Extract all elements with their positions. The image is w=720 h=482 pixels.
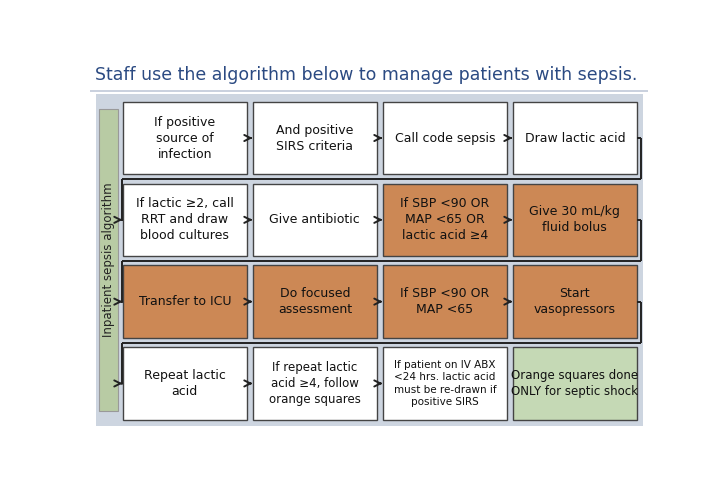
Text: If SBP <90 OR
MAP <65 OR
lactic acid ≥4: If SBP <90 OR MAP <65 OR lactic acid ≥4: [400, 197, 490, 242]
Bar: [122, 102, 247, 174]
Text: If repeat lactic
acid ≥4, follow
orange squares: If repeat lactic acid ≥4, follow orange …: [269, 361, 361, 406]
Text: If SBP <90 OR
MAP <65: If SBP <90 OR MAP <65: [400, 287, 490, 316]
Bar: [513, 347, 637, 420]
Text: Inpatient sepsis algorithm: Inpatient sepsis algorithm: [102, 183, 115, 337]
Bar: [513, 102, 637, 174]
Text: If lactic ≥2, call
RRT and draw
blood cultures: If lactic ≥2, call RRT and draw blood cu…: [136, 197, 234, 242]
Bar: [513, 266, 637, 338]
Text: Give antibiotic: Give antibiotic: [269, 214, 360, 227]
Bar: [122, 347, 247, 420]
Bar: [382, 102, 507, 174]
Text: Draw lactic acid: Draw lactic acid: [525, 132, 625, 145]
Text: Orange squares done
ONLY for septic shock: Orange squares done ONLY for septic shoc…: [511, 369, 639, 398]
Text: Repeat lactic
acid: Repeat lactic acid: [144, 369, 226, 398]
Bar: [122, 184, 247, 256]
Bar: [382, 184, 507, 256]
Bar: [96, 94, 644, 426]
Text: Do focused
assessment: Do focused assessment: [278, 287, 352, 316]
Bar: [253, 184, 377, 256]
Text: Give 30 mL/kg
fluid bolus: Give 30 mL/kg fluid bolus: [529, 205, 621, 234]
Text: If patient on IV ABX
<24 hrs. lactic acid
must be re-drawn if
positive SIRS: If patient on IV ABX <24 hrs. lactic aci…: [394, 360, 496, 407]
Bar: [253, 266, 377, 338]
Text: Start
vasopressors: Start vasopressors: [534, 287, 616, 316]
Bar: [382, 266, 507, 338]
Text: Call code sepsis: Call code sepsis: [395, 132, 495, 145]
Bar: [99, 109, 118, 411]
Text: Staff use the algorithm below to manage patients with sepsis.: Staff use the algorithm below to manage …: [96, 66, 638, 83]
Text: If positive
source of
infection: If positive source of infection: [154, 116, 215, 161]
Text: Transfer to ICU: Transfer to ICU: [138, 295, 231, 308]
Bar: [122, 266, 247, 338]
Text: And positive
SIRS criteria: And positive SIRS criteria: [276, 123, 354, 152]
Bar: [513, 184, 637, 256]
Bar: [382, 347, 507, 420]
Bar: [253, 347, 377, 420]
Bar: [253, 102, 377, 174]
